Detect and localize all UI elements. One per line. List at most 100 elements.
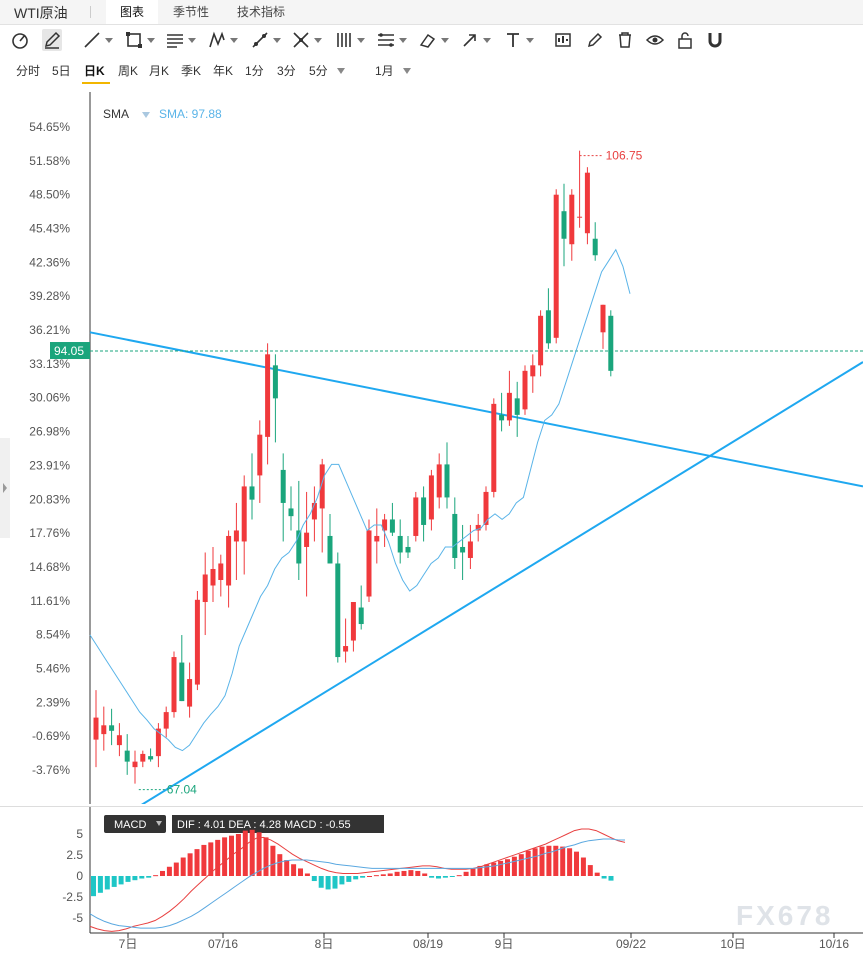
candle[interactable]	[452, 497, 458, 569]
candle[interactable]	[187, 662, 193, 718]
candle[interactable]	[522, 365, 528, 415]
candle[interactable]	[335, 552, 341, 663]
candle[interactable]	[545, 288, 551, 349]
candle[interactable]	[467, 524, 473, 569]
candle[interactable]	[366, 519, 372, 603]
candle[interactable]	[389, 502, 395, 536]
tab-chart[interactable]: 图表	[106, 0, 158, 24]
text-tool[interactable]	[503, 29, 534, 51]
chevron-down-icon[interactable]	[142, 112, 150, 118]
candle[interactable]	[358, 585, 364, 630]
candle[interactable]	[155, 723, 161, 768]
bars-tool[interactable]	[334, 29, 365, 51]
candle[interactable]	[132, 750, 138, 784]
candle[interactable]	[116, 723, 122, 757]
cross-tool[interactable]	[291, 29, 322, 51]
candle[interactable]	[374, 508, 380, 564]
candle[interactable]	[202, 552, 208, 636]
candle[interactable]	[600, 304, 606, 349]
period-5day[interactable]: 5日	[52, 64, 71, 78]
macd-chart-svg[interactable]: MACD DIF : 4.01 DEA : 4.28 MACD : -0.55 5 2…	[0, 807, 863, 951]
candle[interactable]	[163, 706, 169, 738]
candle[interactable]	[101, 706, 107, 751]
line-tool[interactable]	[82, 29, 113, 51]
unlock-tool[interactable]	[675, 29, 695, 51]
period-daily[interactable]: 日K	[84, 64, 105, 78]
candle[interactable]	[514, 381, 520, 437]
trash-tool[interactable]	[615, 29, 635, 51]
period-1min[interactable]: 1分	[245, 64, 264, 78]
candle[interactable]	[553, 189, 559, 344]
candle[interactable]	[350, 602, 356, 652]
price-chart[interactable]: 54.65% 51.58% 48.50% 45.43% 42.36% 39.28% 36.2…	[0, 92, 863, 838]
eye-tool[interactable]	[645, 29, 665, 51]
candle[interactable]	[592, 222, 598, 261]
chevron-down-icon[interactable]	[403, 68, 411, 74]
candle[interactable]	[530, 354, 536, 393]
candle[interactable]	[124, 734, 130, 775]
candle[interactable]	[327, 513, 333, 564]
candle[interactable]	[93, 690, 99, 768]
candle[interactable]	[179, 635, 185, 702]
candle[interactable]	[506, 370, 512, 426]
candle[interactable]	[249, 453, 255, 520]
ray-tool[interactable]	[250, 29, 281, 51]
candle[interactable]	[561, 183, 567, 267]
chevron-down-icon[interactable]	[273, 37, 281, 43]
period-weekly[interactable]: 周K	[118, 64, 139, 78]
candle[interactable]	[226, 530, 232, 608]
chevron-down-icon[interactable]	[156, 821, 162, 826]
descending-trendline[interactable]	[89, 331, 863, 488]
parallel-tool[interactable]	[376, 29, 407, 51]
candle[interactable]	[257, 420, 263, 503]
chevron-down-icon[interactable]	[337, 68, 345, 74]
arrow-tool[interactable]	[460, 29, 491, 51]
candle[interactable]	[109, 708, 115, 746]
zigzag-tool[interactable]	[207, 29, 238, 51]
period-yearly[interactable]: 年K	[213, 64, 234, 78]
tab-seasonal[interactable]: 季节性	[172, 5, 209, 19]
candle[interactable]	[210, 546, 216, 603]
chevron-down-icon[interactable]	[399, 37, 407, 43]
candle[interactable]	[218, 554, 224, 597]
chevron-down-icon[interactable]	[147, 37, 155, 43]
period-5min[interactable]: 5分	[309, 64, 328, 78]
period-3min[interactable]: 3分	[277, 64, 296, 78]
candle[interactable]	[304, 491, 310, 597]
period-quarterly[interactable]: 季K	[181, 64, 202, 78]
candle[interactable]	[444, 442, 450, 509]
candle[interactable]	[491, 398, 497, 498]
candle[interactable]	[343, 618, 349, 663]
chevron-down-icon[interactable]	[105, 37, 113, 43]
macd-select[interactable]	[104, 815, 166, 833]
candle[interactable]	[265, 343, 271, 465]
candle[interactable]	[483, 486, 489, 531]
candle[interactable]	[280, 453, 286, 542]
candle[interactable]	[569, 189, 575, 261]
chevron-down-icon[interactable]	[357, 37, 365, 43]
magnet-tool[interactable]	[705, 29, 725, 51]
candle[interactable]	[538, 310, 544, 377]
indicator-tool[interactable]	[553, 29, 573, 51]
candle[interactable]	[405, 535, 411, 558]
candle[interactable]	[140, 750, 146, 768]
hlines-tool[interactable]	[165, 29, 196, 51]
candle[interactable]	[233, 502, 239, 580]
candle[interactable]	[460, 524, 466, 580]
rectangle-tool[interactable]	[124, 29, 155, 51]
candle[interactable]	[296, 480, 302, 580]
macd-panel[interactable]: MACD DIF : 4.01 DEA : 4.28 MACD : -0.55 5 2…	[0, 806, 863, 951]
candle[interactable]	[288, 486, 294, 531]
candle[interactable]	[608, 310, 614, 377]
candle[interactable]	[475, 513, 481, 542]
candle[interactable]	[584, 167, 590, 245]
chevron-down-icon[interactable]	[230, 37, 238, 43]
candle[interactable]	[382, 513, 388, 547]
candle[interactable]	[397, 519, 403, 564]
collapse-handle[interactable]	[0, 438, 10, 538]
ascending-trendline[interactable]	[89, 361, 863, 838]
draw-tool[interactable]	[585, 29, 605, 51]
period-monthly[interactable]: 月K	[149, 64, 170, 78]
candle[interactable]	[148, 748, 154, 762]
candle[interactable]	[311, 486, 317, 542]
